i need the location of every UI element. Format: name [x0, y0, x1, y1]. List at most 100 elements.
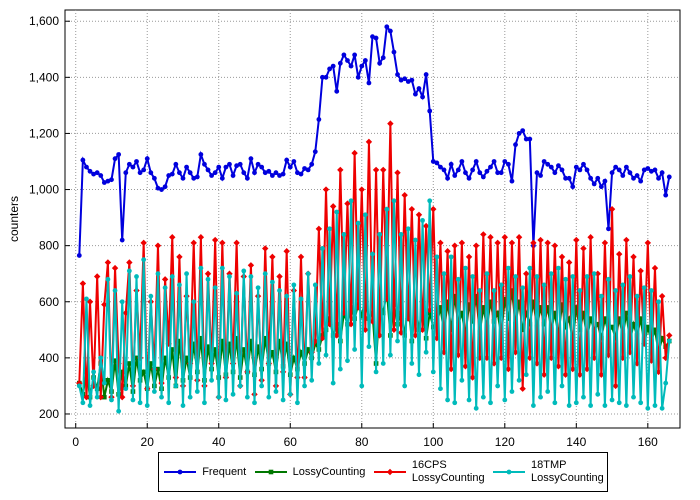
marker [534, 324, 540, 330]
marker [140, 239, 147, 247]
marker [459, 310, 465, 316]
marker [616, 316, 622, 321]
marker [98, 173, 104, 178]
marker [438, 305, 443, 310]
marker [234, 290, 240, 296]
marker [651, 264, 659, 272]
marker [552, 310, 558, 316]
marker [155, 271, 161, 277]
marker [298, 171, 304, 177]
marker [581, 310, 586, 316]
marker [584, 274, 590, 279]
marker [101, 301, 108, 308]
marker [402, 383, 408, 389]
marker [355, 74, 361, 80]
marker [458, 239, 466, 247]
marker [602, 316, 608, 321]
marker [384, 24, 390, 30]
marker [80, 157, 86, 163]
marker [255, 344, 261, 349]
marker [323, 74, 329, 80]
marker [387, 120, 394, 127]
marker [320, 246, 325, 251]
marker [502, 296, 508, 302]
marker [359, 383, 365, 389]
marker [577, 167, 583, 173]
marker [387, 28, 393, 34]
marker [237, 383, 243, 389]
marker [574, 305, 579, 310]
marker [305, 347, 311, 352]
marker [262, 271, 268, 277]
marker [566, 175, 572, 181]
marker [355, 220, 361, 226]
marker [241, 347, 247, 352]
marker [409, 361, 415, 366]
marker [505, 365, 512, 373]
marker [627, 170, 633, 176]
marker [488, 400, 493, 406]
marker [502, 159, 508, 164]
marker [663, 380, 669, 386]
marker [123, 170, 129, 176]
marker [244, 175, 250, 181]
marker [227, 161, 232, 167]
marker [595, 321, 601, 327]
marker [656, 299, 661, 305]
marker [370, 251, 375, 257]
marker [534, 274, 540, 279]
marker [284, 341, 289, 347]
marker [573, 164, 579, 170]
marker [162, 184, 168, 190]
marker [515, 234, 523, 241]
marker [79, 280, 87, 287]
marker [598, 293, 604, 299]
marker [327, 226, 332, 232]
marker [538, 394, 543, 400]
marker [634, 293, 640, 299]
marker [223, 397, 229, 403]
marker [198, 152, 204, 157]
marker [93, 273, 101, 280]
marker [334, 209, 340, 215]
marker [498, 170, 504, 176]
marker [394, 169, 401, 176]
marker [405, 226, 411, 232]
marker [377, 60, 383, 66]
marker [452, 173, 458, 178]
marker [516, 131, 522, 136]
marker [348, 63, 354, 69]
marker [516, 299, 522, 305]
marker [277, 288, 282, 293]
marker [666, 338, 672, 344]
marker [409, 77, 415, 83]
marker [266, 168, 272, 174]
marker [227, 341, 232, 347]
marker [270, 349, 275, 355]
marker [291, 159, 297, 164]
marker [305, 271, 311, 277]
marker [576, 371, 584, 378]
marker [466, 397, 472, 403]
marker [165, 340, 172, 348]
marker [109, 397, 114, 403]
marker [359, 313, 365, 319]
marker [104, 259, 112, 266]
legend-swatch [164, 469, 197, 475]
marker [584, 167, 590, 173]
marker [148, 170, 154, 176]
marker [459, 377, 465, 383]
marker [169, 274, 175, 279]
marker [212, 347, 218, 352]
marker [516, 377, 522, 383]
marker [559, 302, 565, 307]
marker [558, 253, 566, 261]
marker [273, 389, 279, 394]
marker [244, 394, 250, 400]
marker [645, 166, 651, 171]
marker [602, 403, 608, 408]
marker [548, 271, 554, 277]
marker [491, 288, 497, 293]
marker [387, 352, 393, 358]
marker [438, 386, 443, 392]
